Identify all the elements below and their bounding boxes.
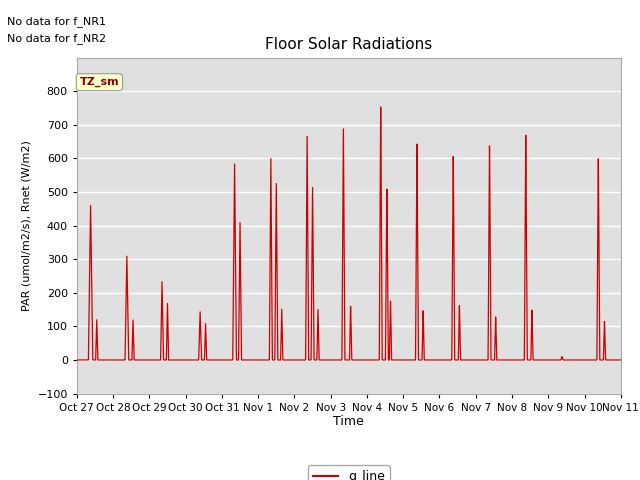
Text: No data for f_NR2: No data for f_NR2 [7, 33, 106, 44]
Title: Floor Solar Radiations: Floor Solar Radiations [265, 37, 433, 52]
X-axis label: Time: Time [333, 415, 364, 429]
Legend: q_line: q_line [308, 465, 390, 480]
Y-axis label: PAR (umol/m2/s), Rnet (W/m2): PAR (umol/m2/s), Rnet (W/m2) [22, 140, 32, 311]
Text: No data for f_NR1: No data for f_NR1 [7, 16, 106, 27]
Text: TZ_sm: TZ_sm [79, 77, 119, 87]
